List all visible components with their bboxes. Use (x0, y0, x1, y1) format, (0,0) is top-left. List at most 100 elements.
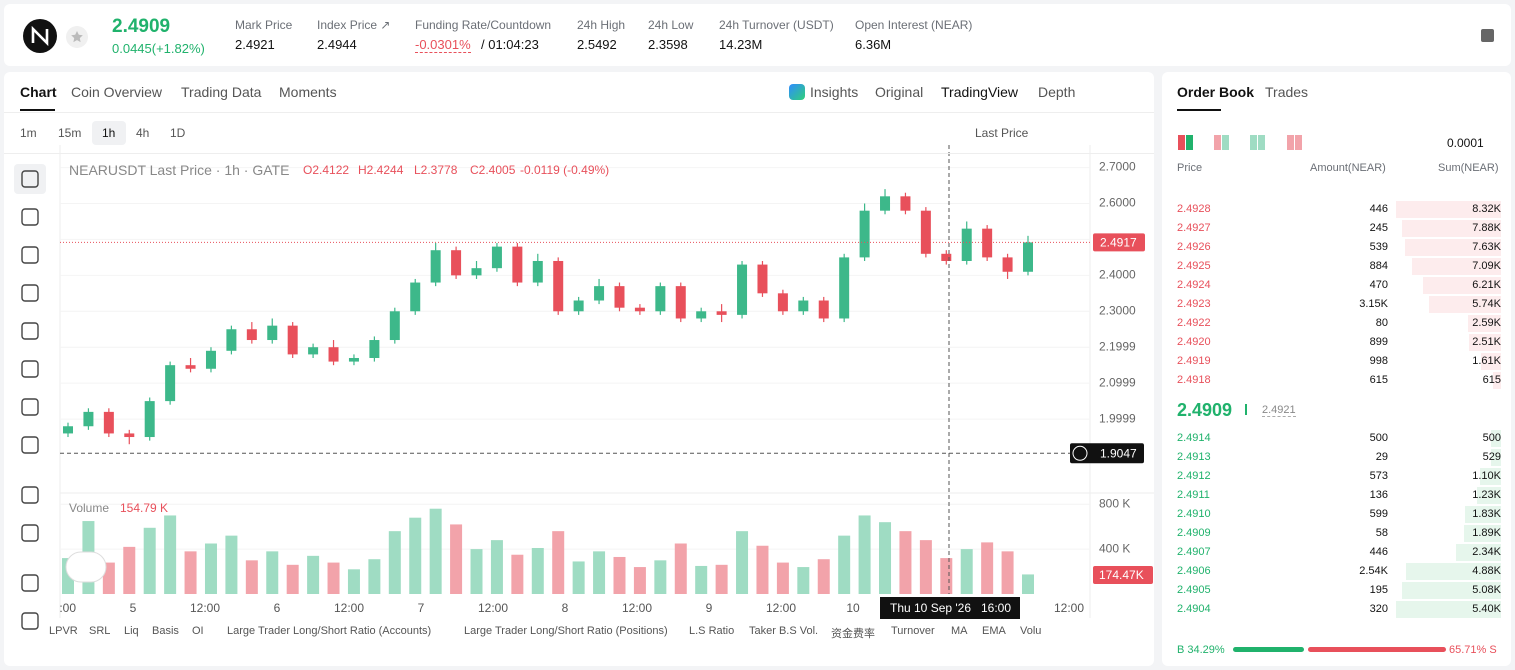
ob-amount: 615 (1369, 374, 1388, 386)
interval[interactable]: 1h (102, 126, 116, 140)
view-tab[interactable]: Original (875, 84, 924, 100)
volume-title: Volume (69, 501, 109, 515)
drawing-tool[interactable] (21, 398, 39, 416)
sell-ratio-bar (1308, 647, 1446, 652)
drawing-tool[interactable] (21, 486, 39, 504)
indicator-tab[interactable]: EMA (982, 625, 1006, 637)
candle-body (63, 426, 73, 434)
precision[interactable]: 0.0001 (1447, 136, 1484, 150)
volume-bar (552, 531, 565, 594)
interval[interactable]: 15m (58, 126, 82, 140)
indicator-tab[interactable]: Large Trader Long/Short Ratio (Accounts) (227, 625, 432, 637)
volume-bar (838, 535, 851, 594)
indicator-tab[interactable]: Large Trader Long/Short Ratio (Positions… (464, 625, 668, 637)
view-tab[interactable]: Depth (1038, 84, 1076, 100)
volume-bar (1001, 551, 1014, 594)
price-type[interactable]: Last Price (975, 126, 1029, 140)
depth-bar (1404, 239, 1501, 256)
stat-value: 2.4921 (235, 37, 275, 52)
interval[interactable]: 1m (20, 126, 37, 140)
chart-tab[interactable]: Trading Data (181, 84, 262, 100)
volume-bar (409, 517, 422, 594)
candle-body (839, 257, 850, 319)
indicator-tab[interactable]: Taker B.S Vol. (749, 625, 819, 637)
ob-col: Sum(NEAR) (1438, 162, 1499, 174)
active-tab-underline (1177, 109, 1221, 111)
drawing-tool[interactable] (21, 208, 39, 226)
ob-sum: 615 (1482, 374, 1501, 386)
chart-tab[interactable]: Moments (279, 84, 337, 100)
view-tab[interactable]: Insights (810, 84, 859, 100)
drawing-tool[interactable] (21, 612, 39, 630)
drawing-tool[interactable] (21, 524, 39, 542)
y-tick-label: 400 K (1099, 541, 1130, 555)
volume-bar (470, 549, 483, 594)
indicator-tab[interactable]: MA (951, 625, 968, 637)
candle-body (1023, 242, 1033, 272)
volume-bar (429, 508, 442, 594)
ob-tab[interactable]: Trades (1265, 84, 1309, 100)
drawing-tool[interactable] (21, 436, 39, 454)
drawing-tool[interactable] (21, 322, 39, 340)
depth-bar (1396, 201, 1501, 218)
x-tick-label: 12:00 (190, 601, 220, 615)
indicator-tab[interactable]: Turnover (891, 625, 935, 637)
drawing-tool[interactable] (21, 574, 39, 592)
x-tick-label: 7 (418, 601, 425, 615)
drawing-tool[interactable] (21, 170, 39, 188)
indicator-tab[interactable]: Volu (1020, 625, 1042, 637)
ob-amount: 446 (1369, 546, 1388, 558)
indicator-tab[interactable]: Basis (152, 625, 179, 637)
ob-tab[interactable]: Order Book (1177, 84, 1255, 100)
ob-amount: 2.54K (1359, 565, 1388, 577)
ob-amount: 3.15K (1359, 298, 1388, 310)
indicator-tab[interactable]: LPVR (49, 625, 78, 637)
stat-label: 24h Low (648, 18, 694, 32)
volume-bar (286, 564, 299, 594)
active-tab-underline (20, 109, 55, 111)
candle-body (410, 282, 421, 312)
chart-tab[interactable]: Chart (20, 84, 57, 100)
crosshair-time-tag (880, 597, 1020, 619)
tv-logo (65, 551, 107, 583)
drawing-tool[interactable] (21, 360, 39, 378)
ob-sum: 1.23K (1472, 489, 1501, 501)
view-tab[interactable]: TradingView (941, 84, 1019, 100)
ob-price: 2.4926 (1177, 241, 1211, 253)
volume-bar (613, 556, 626, 594)
chart-tab[interactable]: Coin Overview (71, 84, 163, 100)
drawing-tool[interactable] (21, 284, 39, 302)
ob-amount: 539 (1369, 241, 1388, 253)
indicator-tab[interactable]: 资金费率 (831, 628, 875, 640)
candle-body (982, 228, 993, 258)
ob-price: 2.4907 (1177, 546, 1211, 558)
volume-bar (633, 567, 646, 594)
ob-amount: 599 (1369, 508, 1388, 520)
candle-body (961, 228, 972, 261)
ob-price: 2.4922 (1177, 317, 1211, 329)
notes-icon[interactable] (1478, 26, 1498, 46)
interval[interactable]: 1D (170, 126, 186, 140)
candle-body (920, 210, 931, 254)
y-tick-label: 2.4000 (1099, 268, 1136, 282)
drawing-tool[interactable] (21, 246, 39, 264)
indicator-tab[interactable]: SRL (89, 625, 111, 637)
indicator-tab[interactable]: L.S Ratio (689, 625, 735, 637)
favorite[interactable] (65, 25, 89, 49)
volume-bar (695, 565, 708, 594)
divider (4, 112, 1154, 113)
buy-ratio: B 34.29% (1177, 644, 1225, 656)
ob-amount: 500 (1369, 432, 1388, 444)
interval[interactable]: 4h (136, 126, 150, 140)
volume-bar (531, 547, 544, 594)
ob-price: 2.4919 (1177, 355, 1211, 367)
legend-c: C2.4005 (470, 163, 516, 177)
interval-selected (92, 121, 126, 145)
indicator-tab[interactable]: Liq (124, 625, 139, 637)
candle-body (226, 329, 237, 351)
volume-bar (307, 555, 320, 594)
ob-sum: 5.74K (1472, 298, 1501, 310)
last-price-tag (1093, 233, 1145, 252)
depth-bar (1493, 372, 1501, 389)
indicator-tab[interactable]: OI (192, 625, 204, 637)
